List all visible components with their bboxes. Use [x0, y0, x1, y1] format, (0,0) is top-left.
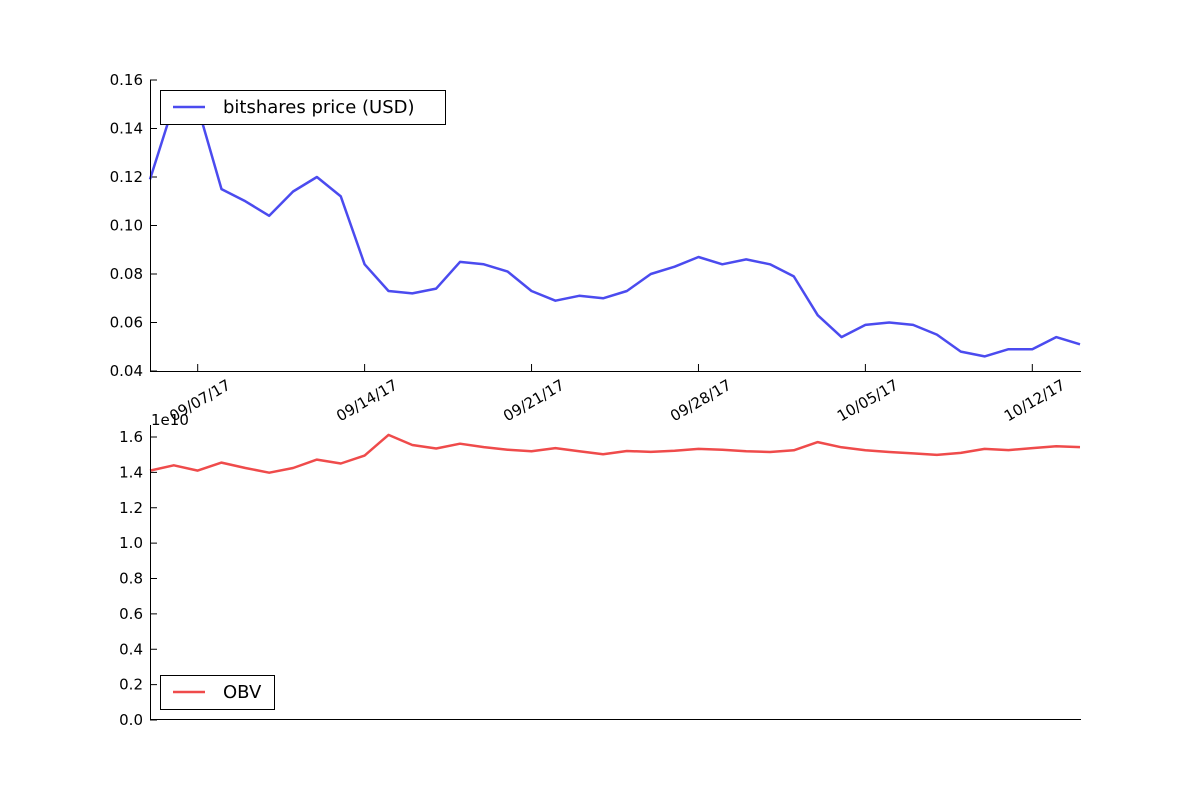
obv-scale-label: 1e10 — [151, 411, 189, 429]
price-series-line — [148, 103, 1081, 358]
obv-y-tick-label: 0.6 — [119, 605, 143, 623]
price-y-tick-label: 0.16 — [110, 71, 143, 89]
price-y-tick-label: 0.08 — [110, 265, 143, 283]
price-y-tick-label: 0.14 — [110, 120, 143, 138]
price-y-tick-label: 0.04 — [110, 362, 143, 380]
price-x-axis-ticks: 09/07/17 09/14/17 09/21/17 09/28/17 10/05/17… — [166, 364, 1068, 425]
obv-y-tick-label: 1.4 — [119, 463, 143, 481]
obv-y-tick-label: 0.4 — [119, 640, 143, 658]
price-x-tick-label: 10/12/17 — [1001, 376, 1068, 425]
price-legend-box — [160, 90, 446, 125]
price-x-tick-label: 09/21/17 — [500, 376, 567, 425]
obv-y-tick-label: 0.2 — [119, 676, 143, 694]
obv-legend-label: OBV — [223, 682, 262, 703]
price-legend-label: bitshares price (USD) — [223, 97, 415, 118]
obv-legend: OBV — [160, 675, 275, 710]
obv-y-tick-label: 1.2 — [119, 499, 143, 517]
price-chart-panel: 0.040.060.080.100.120.140.16 09/07/17 09/… — [110, 71, 1081, 425]
obv-y-axis-ticks: 0.0 0.2 0.4 0.6 0.8 1.0 1.2 1.4 1.6 — [119, 428, 157, 729]
price-legend: bitshares price (USD) — [160, 90, 446, 125]
obv-chart-panel: 0.0 0.2 0.4 0.6 0.8 1.0 1.2 1.4 1.6 1e10 OBV — [119, 411, 1081, 729]
price-y-tick-label: 0.10 — [110, 217, 143, 235]
price-y-tick-label: 0.12 — [110, 168, 143, 186]
obv-y-tick-label: 1.6 — [119, 428, 143, 446]
price-y-axis-ticks: 0.04 0.06 0.08 0.10 0.12 0.14 0.16 — [110, 71, 157, 380]
obv-y-tick-label: 1.0 — [119, 534, 143, 552]
price-y-tick-label: 0.06 — [110, 314, 143, 332]
price-x-tick-label: 09/14/17 — [333, 376, 400, 425]
price-x-tick-label: 10/05/17 — [834, 376, 901, 425]
obv-series-line — [149, 433, 1081, 474]
price-x-tick-label: 09/28/17 — [667, 376, 734, 425]
obv-y-tick-label: 0.8 — [119, 570, 143, 588]
obv-y-tick-label: 0.0 — [119, 711, 143, 729]
